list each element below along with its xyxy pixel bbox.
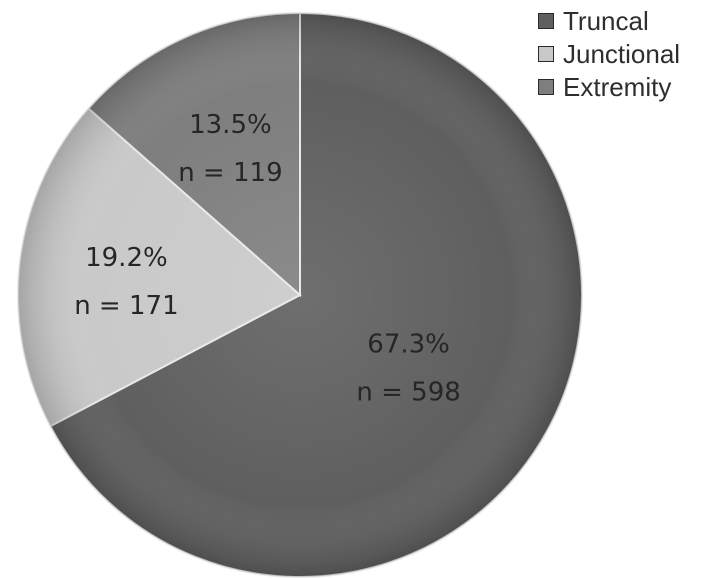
legend-swatch-junctional: [538, 45, 554, 62]
slice-count-label-junctional: n = 171: [74, 291, 178, 321]
legend-label-junctional: Junctional: [563, 38, 681, 69]
legend-item-extremity: Extremity: [538, 70, 680, 103]
slice-percent-label-truncal: 67.3%: [367, 330, 450, 360]
legend-label-extremity: Extremity: [563, 71, 672, 102]
legend-swatch-extremity: [538, 78, 554, 95]
legend-item-truncal: Truncal: [538, 4, 680, 37]
slice-percent-label-extremity: 13.5%: [189, 110, 272, 140]
slice-count-label-truncal: n = 598: [356, 378, 460, 408]
legend-item-junctional: Junctional: [538, 37, 680, 70]
legend: Truncal Junctional Extremity: [538, 4, 680, 103]
slice-count-label-extremity: n = 119: [178, 158, 282, 188]
slice-percent-label-junctional: 19.2%: [85, 243, 168, 273]
legend-label-truncal: Truncal: [563, 5, 649, 36]
legend-swatch-truncal: [538, 12, 554, 29]
